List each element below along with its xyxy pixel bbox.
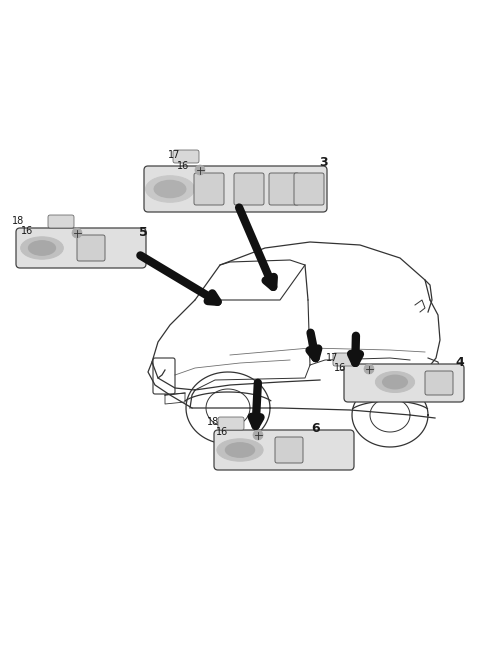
Ellipse shape xyxy=(383,375,408,389)
Text: 4: 4 xyxy=(456,356,464,369)
Text: 3: 3 xyxy=(319,157,327,170)
Text: 6: 6 xyxy=(312,422,320,434)
Text: 5: 5 xyxy=(139,227,147,240)
FancyBboxPatch shape xyxy=(194,173,224,205)
Text: 17: 17 xyxy=(326,353,338,363)
Ellipse shape xyxy=(154,180,186,198)
Text: 17: 17 xyxy=(168,150,180,160)
FancyBboxPatch shape xyxy=(16,228,146,268)
Text: 18: 18 xyxy=(12,216,24,226)
FancyBboxPatch shape xyxy=(218,417,244,430)
FancyBboxPatch shape xyxy=(269,173,299,205)
Ellipse shape xyxy=(375,371,415,392)
Text: 16: 16 xyxy=(21,226,33,236)
Circle shape xyxy=(72,228,82,238)
Text: 16: 16 xyxy=(177,161,189,171)
Ellipse shape xyxy=(217,439,263,461)
FancyBboxPatch shape xyxy=(333,353,359,366)
FancyBboxPatch shape xyxy=(214,430,354,470)
FancyBboxPatch shape xyxy=(77,235,105,261)
FancyBboxPatch shape xyxy=(275,437,303,463)
Ellipse shape xyxy=(21,237,63,259)
FancyBboxPatch shape xyxy=(294,173,324,205)
Text: 18: 18 xyxy=(207,417,219,427)
Ellipse shape xyxy=(29,241,55,255)
FancyBboxPatch shape xyxy=(173,150,199,163)
FancyBboxPatch shape xyxy=(48,215,74,228)
FancyBboxPatch shape xyxy=(425,371,453,395)
Circle shape xyxy=(364,364,374,374)
Text: 16: 16 xyxy=(216,427,228,437)
Circle shape xyxy=(253,430,263,440)
Ellipse shape xyxy=(145,176,194,202)
Ellipse shape xyxy=(226,443,254,457)
Circle shape xyxy=(195,165,205,175)
Text: 16: 16 xyxy=(334,363,346,373)
FancyBboxPatch shape xyxy=(234,173,264,205)
FancyBboxPatch shape xyxy=(144,166,327,212)
FancyBboxPatch shape xyxy=(344,364,464,402)
